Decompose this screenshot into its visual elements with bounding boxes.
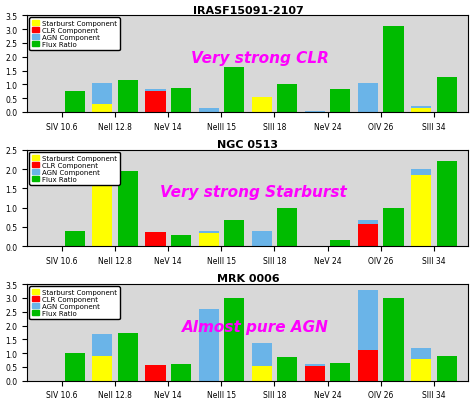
Bar (252, 366, 272, 381)
Bar (118, 333, 138, 381)
Bar (358, 224, 378, 247)
Bar (358, 84, 378, 113)
Title: MRK 0006: MRK 0006 (217, 274, 279, 284)
Bar (171, 364, 191, 381)
Text: Very strong Starburst: Very strong Starburst (160, 185, 346, 200)
Bar (118, 81, 138, 113)
Bar (252, 98, 272, 113)
Bar (171, 89, 191, 113)
Bar (171, 236, 191, 247)
Bar (199, 109, 219, 113)
Bar (277, 208, 297, 247)
Bar (199, 231, 219, 233)
Bar (383, 298, 404, 381)
Bar (305, 367, 325, 381)
Bar (330, 363, 350, 381)
Bar (277, 85, 297, 113)
Bar (224, 298, 244, 381)
Bar (252, 343, 272, 366)
Legend: Starburst Component, CLR Component, AGN Component, Flux Ratio: Starburst Component, CLR Component, AGN … (29, 18, 120, 51)
Text: Very strong CLR: Very strong CLR (191, 51, 328, 66)
Bar (224, 221, 244, 247)
Bar (305, 111, 325, 113)
Bar (92, 356, 112, 381)
Bar (383, 27, 404, 113)
Text: Almost pure AGN: Almost pure AGN (182, 319, 328, 334)
Bar (437, 162, 457, 247)
Bar (146, 92, 165, 113)
Bar (411, 109, 431, 113)
Bar (92, 172, 112, 175)
Bar (224, 68, 244, 113)
Bar (358, 220, 378, 224)
Bar (64, 353, 85, 381)
Bar (64, 231, 85, 247)
Legend: Starburst Component, CLR Component, AGN Component, Flux Ratio: Starburst Component, CLR Component, AGN … (29, 152, 120, 185)
Bar (277, 357, 297, 381)
Bar (358, 290, 378, 350)
Bar (252, 231, 272, 247)
Bar (146, 90, 165, 92)
Bar (330, 240, 350, 247)
Title: IRASF15091-2107: IRASF15091-2107 (192, 6, 303, 15)
Bar (118, 172, 138, 247)
Bar (437, 356, 457, 381)
Bar (146, 232, 165, 247)
Bar (92, 334, 112, 356)
Bar (411, 175, 431, 247)
Bar (199, 309, 219, 381)
Bar (330, 90, 350, 113)
Bar (92, 84, 112, 105)
Bar (411, 359, 431, 381)
Bar (199, 233, 219, 247)
Legend: Starburst Component, CLR Component, AGN Component, Flux Ratio: Starburst Component, CLR Component, AGN … (29, 286, 120, 319)
Title: NGC 0513: NGC 0513 (218, 140, 278, 149)
Bar (411, 106, 431, 109)
Bar (411, 348, 431, 359)
Bar (358, 350, 378, 381)
Bar (305, 364, 325, 367)
Bar (383, 208, 404, 247)
Bar (146, 365, 165, 381)
Bar (92, 105, 112, 113)
Bar (92, 175, 112, 247)
Bar (64, 92, 85, 113)
Bar (437, 78, 457, 113)
Bar (411, 170, 431, 175)
